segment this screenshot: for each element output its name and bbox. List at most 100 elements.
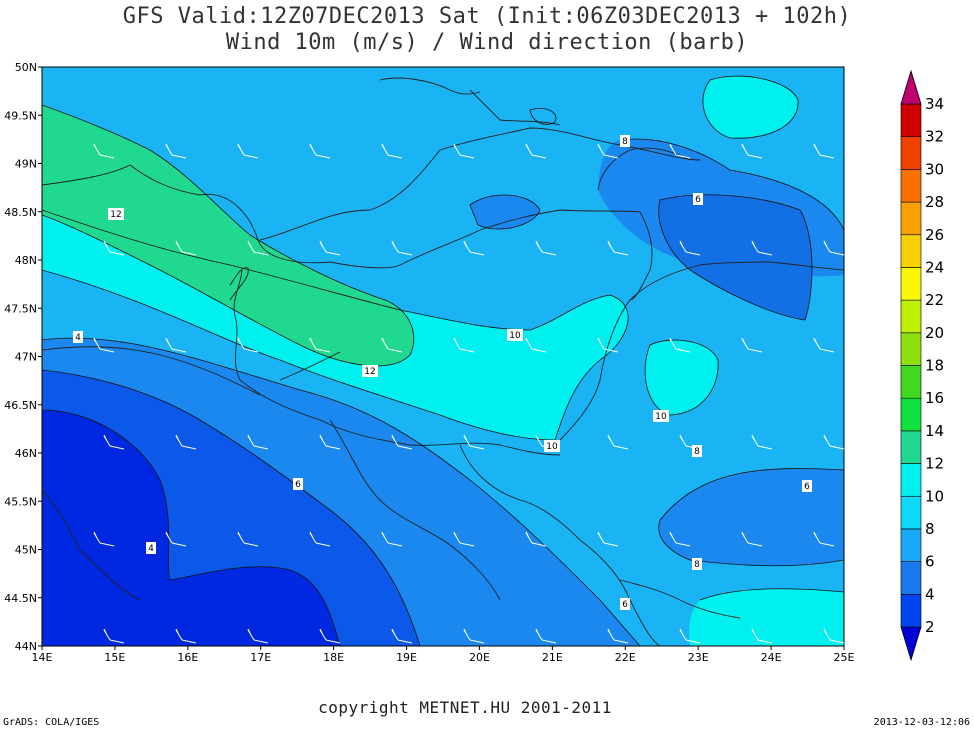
x-tick-label: 16E [177, 651, 198, 664]
colorbar-label: 6 [925, 553, 935, 571]
wind-barb [391, 434, 413, 450]
wind-barb [453, 337, 475, 353]
wind-barb [669, 531, 691, 547]
colorbar-segment [900, 561, 922, 595]
band-10-12-romania [645, 340, 719, 415]
x-tick-label: 23E [688, 651, 709, 664]
wind-barb [237, 337, 259, 353]
wind-barb [93, 337, 115, 353]
colorbar-label: 28 [925, 193, 944, 211]
wind-barb [525, 337, 547, 353]
longitude-axis: 14E 15E 16E 17E 18E 19E 20E 21E 22E 23E 24E 25E [32, 646, 855, 664]
wind-barb [823, 240, 844, 256]
colorbar-label: 18 [925, 357, 944, 375]
wind-barb [751, 628, 773, 644]
wind-barb [391, 628, 413, 644]
contour-label: 4 [148, 544, 154, 554]
contour-label-box [620, 598, 630, 610]
isotachs [42, 75, 844, 646]
y-tick-label: 47.5N [4, 302, 37, 315]
wind-barb [463, 240, 485, 256]
y-tick-label: 46N [15, 447, 37, 460]
contour-label-box [73, 331, 83, 343]
wind-barb [741, 337, 763, 353]
colorbar-segment [900, 169, 922, 203]
y-tick-label: 49N [15, 158, 37, 171]
contour-label-box [692, 558, 702, 570]
colorbar-label: 16 [925, 389, 944, 407]
y-tick-label: 44.5N [4, 592, 37, 605]
wind-barb [237, 531, 259, 547]
wind-barb [381, 337, 403, 353]
contour-label-box [507, 329, 523, 341]
wind-barbs [93, 143, 844, 644]
contour-label: 6 [804, 482, 810, 492]
colorbar-segment [900, 430, 922, 464]
contour-label-box [108, 208, 124, 220]
wind-barb [309, 143, 331, 159]
contour-label: 6 [622, 600, 628, 610]
y-tick-label: 48N [15, 254, 37, 267]
y-tick-label: 44N [15, 640, 37, 653]
colorbar-segment [900, 463, 922, 497]
x-tick-label: 14E [32, 651, 53, 664]
wind-barb [247, 628, 269, 644]
contour-label-box [293, 478, 303, 490]
wind-barb [463, 434, 485, 450]
wind-barb [669, 337, 691, 353]
map-subtitle: Wind 10m (m/s) / Wind direction (barb) [225, 30, 749, 55]
wind-barb [309, 531, 331, 547]
wind-barb [93, 531, 115, 547]
colorbar-segment [900, 136, 922, 170]
wind-barb [813, 337, 835, 353]
x-tick-label: 21E [542, 651, 563, 664]
contour-labels: 1212410128610108642686 [73, 135, 812, 610]
wind-barb [319, 240, 341, 256]
wind-barb [607, 628, 629, 644]
wind-barb [525, 143, 547, 159]
contour-label-box [146, 542, 156, 554]
contour-label: 8 [622, 137, 628, 147]
map-title: GFS Valid:12Z07DEC2013 Sat (Init:06Z03DE… [122, 4, 852, 29]
contour-label-box [693, 193, 703, 205]
wind-barb [237, 143, 259, 159]
wind-barb [597, 531, 619, 547]
wind-barb [453, 143, 475, 159]
x-tick-label: 20E [469, 651, 490, 664]
wind-barb [741, 531, 763, 547]
wind-speed-field [42, 67, 844, 646]
wind-barb [381, 143, 403, 159]
colorbar-segment [900, 365, 922, 399]
wind-barb [175, 240, 197, 256]
wind-barb [535, 240, 557, 256]
colorbar-top-arrow [900, 69, 922, 105]
y-tick-label: 48.5N [4, 206, 37, 219]
colorbar-segment [900, 267, 922, 301]
x-tick-label: 15E [104, 651, 125, 664]
x-tick-label: 24E [761, 651, 782, 664]
colorbar-label: 4 [925, 585, 935, 603]
contour-label: 8 [694, 447, 700, 457]
wind-barb [741, 143, 763, 159]
colorbar-label: 30 [925, 160, 944, 178]
colorbar-segment [900, 528, 922, 562]
wind-barb [381, 531, 403, 547]
x-tick-label: 19E [396, 651, 417, 664]
contour-label-box [802, 480, 812, 492]
colorbar-label: 20 [925, 324, 944, 342]
contour-label: 12 [110, 210, 121, 220]
contour-label: 6 [295, 480, 301, 490]
colorbar-label: 14 [925, 422, 944, 440]
generation-timestamp: 2013-12-03-12:06 [873, 717, 970, 728]
wind-barb [525, 531, 547, 547]
colorbar-segment [900, 103, 922, 137]
band-6-8-southeast [658, 468, 844, 566]
wind-barb [247, 434, 269, 450]
colorbar-label: 12 [925, 455, 944, 473]
colorbar-segment [900, 594, 922, 628]
x-tick-label: 18E [323, 651, 344, 664]
wind-barb [607, 434, 629, 450]
colorbar-label: 8 [925, 520, 935, 538]
wind-barb [103, 628, 125, 644]
